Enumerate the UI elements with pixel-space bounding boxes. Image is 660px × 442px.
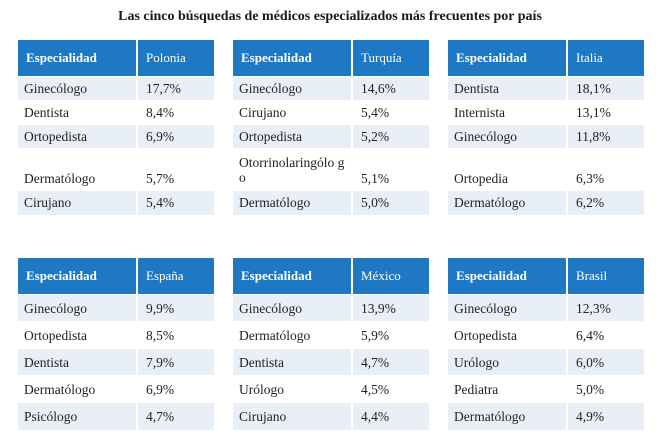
specialty-cell: Cirujano xyxy=(233,100,353,125)
percentage-cell: 5,2% xyxy=(352,124,429,149)
specialty-cell: Cirujano xyxy=(18,190,138,215)
table-turquia: Especialidad Turquía Ginecólogo 14,6% Ciru… xyxy=(233,40,429,215)
percentage-cell: 4,7% xyxy=(352,348,429,376)
percentage-cell: 5,0% xyxy=(352,190,429,215)
percentage-cell: 5,0% xyxy=(567,375,644,403)
specialty-cell: Ortopedista xyxy=(448,321,568,349)
table-espana: Especialidad España Ginecólogo 9,9% Ortope… xyxy=(18,258,214,430)
specialty-cell: Dermatólogo xyxy=(233,321,353,349)
percentage-cell: 8,5% xyxy=(137,321,214,349)
specialty-cell: Dermatólogo xyxy=(18,148,138,191)
column-header-country: España xyxy=(136,258,214,295)
percentage-cell: 9,9% xyxy=(137,294,214,322)
percentage-cell: 6,4% xyxy=(567,321,644,349)
specialty-cell: Otorrinolaringólo go xyxy=(233,148,353,191)
column-header-specialty: Especialidad xyxy=(233,40,352,77)
percentage-cell: 13,1% xyxy=(567,100,644,125)
specialty-cell: Cirujano xyxy=(233,402,353,430)
column-header-specialty: Especialidad xyxy=(233,258,352,295)
percentage-cell: 4,7% xyxy=(137,402,214,430)
column-header-country: México xyxy=(351,258,429,295)
percentage-cell: 8,4% xyxy=(137,100,214,125)
specialty-cell: Internista xyxy=(448,100,568,125)
table-mexico: Especialidad México Ginecólogo 13,9% Derma… xyxy=(233,258,429,430)
specialty-cell: Dentista xyxy=(18,348,138,376)
percentage-cell: 4,5% xyxy=(352,375,429,403)
specialty-cell: Ginecólogo xyxy=(18,294,138,322)
column-header-country: Brasil xyxy=(566,258,644,295)
column-header-specialty: Especialidad xyxy=(448,258,567,295)
specialty-cell: Ginecólogo xyxy=(233,294,353,322)
specialty-cell: Dermatólogo xyxy=(233,190,353,215)
percentage-cell: 11,8% xyxy=(567,124,644,149)
column-header-specialty: Especialidad xyxy=(18,40,137,77)
percentage-cell: 17,7% xyxy=(137,76,214,101)
column-header-country: Polonia xyxy=(136,40,214,77)
specialty-cell: Dentista xyxy=(233,348,353,376)
specialty-cell: Ortopedista xyxy=(233,124,353,149)
specialty-cell: Ginecólogo xyxy=(233,76,353,101)
page-title: Las cinco búsquedas de médicos especiali… xyxy=(118,9,542,24)
specialty-cell: Ginecólogo xyxy=(448,124,568,149)
specialty-cell: Psicólogo xyxy=(18,402,138,430)
specialty-cell: Ortopedia xyxy=(448,148,568,191)
percentage-cell: 14,6% xyxy=(352,76,429,101)
specialty-cell: Ortopedista xyxy=(18,124,138,149)
specialty-cell: Ginecólogo xyxy=(18,76,138,101)
percentage-cell: 5,9% xyxy=(352,321,429,349)
specialty-cell: Urólogo xyxy=(448,348,568,376)
specialty-cell: Dermatólogo xyxy=(448,402,568,430)
column-header-specialty: Especialidad xyxy=(448,40,567,77)
column-header-specialty: Especialidad xyxy=(18,258,137,295)
percentage-cell: 4,9% xyxy=(567,402,644,430)
specialty-cell: Dentista xyxy=(18,100,138,125)
percentage-cell: 6,9% xyxy=(137,124,214,149)
specialty-cell: Dermatólogo xyxy=(448,190,568,215)
percentage-cell: 5,7% xyxy=(137,148,214,191)
percentage-cell: 13,9% xyxy=(352,294,429,322)
percentage-cell: 6,2% xyxy=(567,190,644,215)
specialty-cell: Dentista xyxy=(448,76,568,101)
percentage-cell: 5,4% xyxy=(137,190,214,215)
column-header-country: Turquía xyxy=(351,40,429,77)
percentage-cell: 6,9% xyxy=(137,375,214,403)
column-header-country: Italia xyxy=(566,40,644,77)
specialty-cell: Urólogo xyxy=(233,375,353,403)
percentage-cell: 12,3% xyxy=(567,294,644,322)
percentage-cell: 6,0% xyxy=(567,348,644,376)
specialty-cell: Ginecólogo xyxy=(448,294,568,322)
specialty-cell: Ortopedista xyxy=(18,321,138,349)
percentage-cell: 6,3% xyxy=(567,148,644,191)
specialty-cell: Pediatra xyxy=(448,375,568,403)
percentage-cell: 5,4% xyxy=(352,100,429,125)
table-brasil: Especialidad Brasil Ginecólogo 12,3% Ortop… xyxy=(448,258,644,430)
table-polonia: Especialidad Polonia Ginecólogo 17,7% Dent… xyxy=(18,40,214,215)
percentage-cell: 7,9% xyxy=(137,348,214,376)
percentage-cell: 4,4% xyxy=(352,402,429,430)
percentage-cell: 18,1% xyxy=(567,76,644,101)
specialty-cell: Dermatólogo xyxy=(18,375,138,403)
percentage-cell: 5,1% xyxy=(352,148,429,191)
table-italia: Especialidad Italia Dentista 18,1% Interni… xyxy=(448,40,644,215)
